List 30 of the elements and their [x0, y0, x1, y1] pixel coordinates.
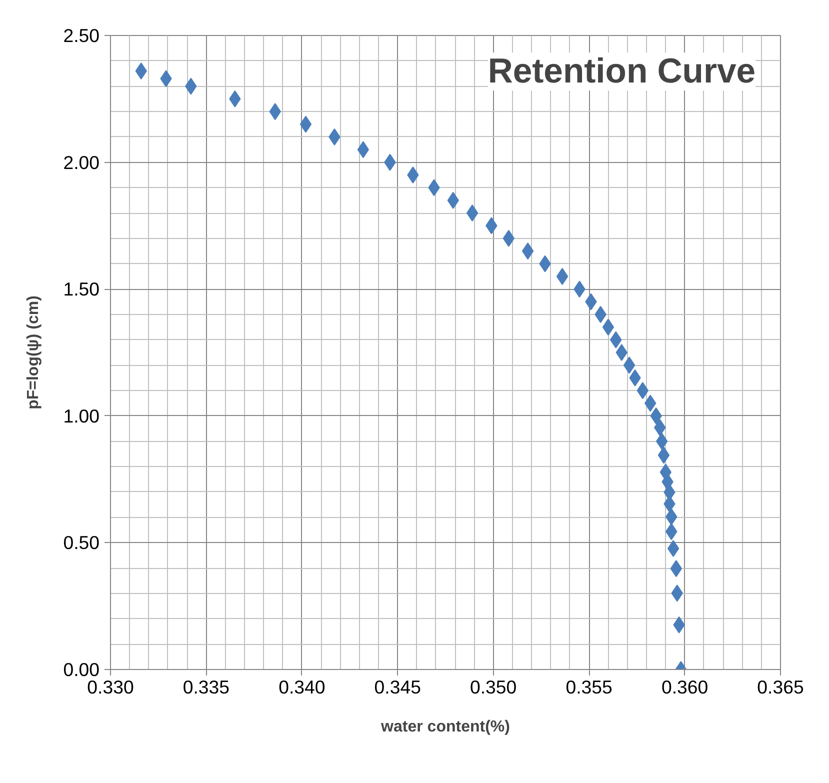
y-tick-label: 1.00	[63, 405, 100, 426]
y-tick-label: 2.00	[63, 152, 100, 173]
point	[466, 204, 478, 222]
point	[656, 432, 668, 450]
y-axis-title: pF=log(ψ) (cm)	[25, 296, 42, 410]
y-tick-label: 0.50	[63, 532, 100, 554]
point	[644, 394, 656, 412]
y-tick-label: 1.50	[63, 278, 100, 300]
point	[522, 242, 534, 260]
x-tick-label: 0.345	[374, 676, 421, 698]
point	[670, 560, 682, 578]
text: Retention Curve	[488, 52, 756, 90]
y-tick-label: 2.50	[63, 25, 100, 46]
x-tick-label: 0.350	[470, 676, 517, 698]
point	[357, 141, 370, 158]
point	[636, 382, 649, 400]
x-axis-title: water content(%)	[380, 718, 510, 736]
point	[616, 344, 628, 361]
point	[556, 268, 568, 285]
point	[300, 116, 312, 133]
point	[502, 230, 515, 247]
point	[602, 318, 614, 336]
x-tick-label: 0.335	[182, 676, 230, 698]
x-tick-label: 0.365	[757, 676, 804, 698]
x-tick-label: 0.340	[278, 676, 326, 698]
point	[667, 540, 680, 558]
x-tick-label: 0.355	[566, 676, 612, 698]
x-tick-label: 0.360	[661, 676, 708, 698]
point	[623, 356, 636, 374]
point	[658, 446, 670, 464]
